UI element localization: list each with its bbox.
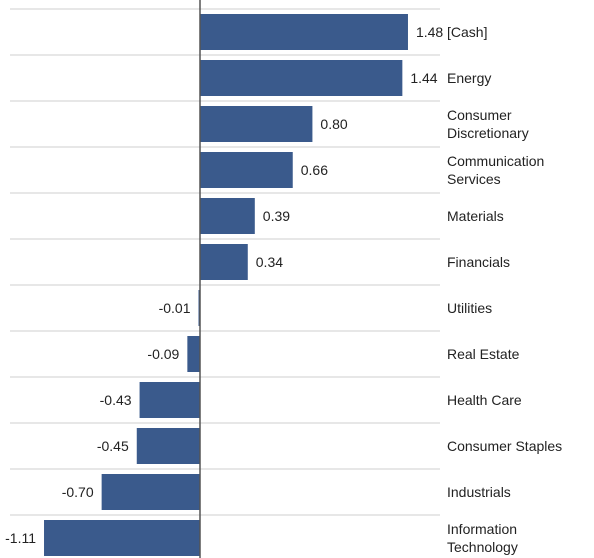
- category-label-line: Utilities: [447, 300, 492, 316]
- value-label: 0.66: [301, 162, 328, 178]
- category-label: Industrials: [447, 484, 511, 500]
- bar-10: [101, 474, 200, 510]
- value-label: 0.39: [263, 208, 290, 224]
- category-label-line: Communication: [447, 153, 544, 169]
- bar-1: [200, 60, 403, 96]
- bar-5: [200, 244, 248, 280]
- bar-7: [187, 336, 200, 372]
- category-label-line: Consumer Staples: [447, 438, 562, 454]
- category-label-line: Services: [447, 171, 501, 187]
- category-label-line: Energy: [447, 70, 491, 86]
- category-label: Real Estate: [447, 346, 520, 362]
- category-label: Health Care: [447, 392, 522, 408]
- value-label: -0.43: [100, 392, 132, 408]
- category-label: Information Technology: [447, 521, 518, 555]
- bar-9: [136, 428, 200, 464]
- value-label: -0.01: [159, 300, 191, 316]
- bar-11: [44, 520, 200, 556]
- bar-0: [200, 14, 408, 50]
- value-label: -1.11: [5, 530, 36, 546]
- category-label-line: Real Estate: [447, 346, 520, 362]
- category-label-line: Health Care: [447, 392, 522, 408]
- category-label-line: Financials: [447, 254, 510, 270]
- bar-3: [200, 152, 293, 188]
- value-label: -0.45: [97, 438, 129, 454]
- category-label-line: [Cash]: [447, 24, 487, 40]
- category-label: Consumer Staples: [447, 438, 562, 454]
- category-label: [Cash]: [447, 24, 487, 40]
- value-label: 1.48: [416, 24, 443, 40]
- category-label: Communication Services: [447, 153, 544, 187]
- bar-2: [200, 106, 313, 142]
- value-label: 0.34: [256, 254, 283, 270]
- value-label: -0.70: [62, 484, 94, 500]
- category-label-line: Materials: [447, 208, 504, 224]
- value-label: 1.44: [410, 70, 437, 86]
- category-label-line: Consumer: [447, 107, 512, 123]
- value-label: -0.09: [147, 346, 179, 362]
- bar-8: [139, 382, 200, 418]
- category-label: Financials: [447, 254, 510, 270]
- category-label: Materials: [447, 208, 504, 224]
- category-label: Utilities: [447, 300, 492, 316]
- category-label-line: Technology: [447, 539, 518, 555]
- category-label-line: Discretionary: [447, 125, 529, 141]
- value-label: 0.80: [320, 116, 347, 132]
- category-label-line: Information: [447, 521, 517, 537]
- category-label-line: Industrials: [447, 484, 511, 500]
- bar-4: [200, 198, 255, 234]
- category-label: Consumer Discretionary: [447, 107, 529, 141]
- category-label: Energy: [447, 70, 491, 86]
